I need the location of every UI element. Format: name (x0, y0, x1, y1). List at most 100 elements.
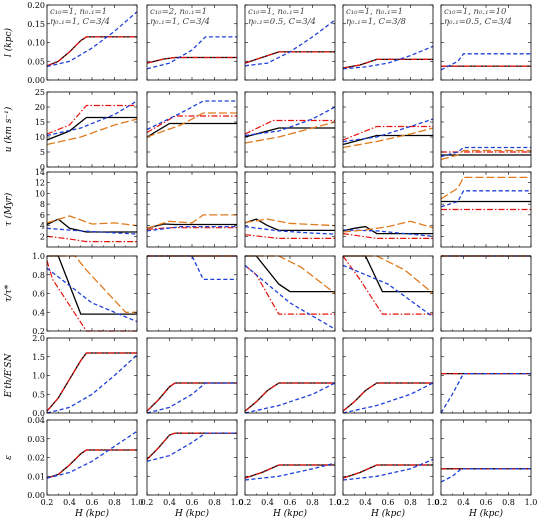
series-line-blue-dashed (244, 462, 336, 481)
series-line-red-dashdot (46, 449, 137, 479)
x-tick-label: 1.0 (329, 498, 342, 507)
series-line-blue-dashed (342, 118, 434, 143)
panel-r0-c2: c₁₀=1, n₀.₁=1η₀.₁=0.5, C=3/4 (244, 4, 336, 81)
panel-r1-c0: 0 5 10 15 20 25 (35, 88, 138, 172)
panel-frame (440, 337, 532, 414)
y-axis-label: u (km s⁻¹) (3, 106, 14, 152)
series-line-blue-dashed (244, 19, 336, 67)
y-tick-label: 10 (35, 189, 45, 198)
y-tick-label: 1.0 (32, 252, 45, 261)
series-line-red-dashdot (342, 255, 433, 315)
series-line-blue-dashed (46, 227, 138, 235)
column-annotation-line1: c₁₀=1, n₀.₁=1 (50, 7, 107, 17)
panel-frame (440, 255, 532, 332)
series-line-orange-longdash (440, 149, 531, 161)
series-line-red-dashdot (342, 464, 433, 479)
y-tick-label: 0.02 (27, 454, 45, 463)
series-line-blue-dashed (440, 190, 531, 208)
y-tick-label: 0.05 (27, 57, 45, 66)
series-line-blue-dashed (146, 432, 237, 462)
series-line-blue-dashed (46, 354, 138, 414)
x-tick-label: 0.8 (306, 498, 319, 507)
x-tick-label: 0.6 (86, 498, 99, 507)
column-annotation-line1: c₁₀=2, n₀.₁=1 (150, 7, 207, 17)
series-line-black-solid (244, 127, 335, 138)
panel-frame (146, 171, 238, 248)
panel-r4-c4 (440, 337, 532, 414)
x-tick-label: 0.8 (404, 498, 417, 507)
panel-frame (342, 255, 434, 332)
panel-frame (46, 171, 138, 248)
series-line-blue-dashed (46, 11, 138, 68)
series-line-orange-longdash (244, 121, 336, 144)
y-tick-label: 0.0 (32, 409, 45, 418)
series-line-orange-longdash (46, 118, 138, 146)
y-tick-label: 0.20 (27, 1, 45, 10)
panel-r3-c1 (146, 255, 238, 332)
series-line-red-dashdot (342, 382, 433, 412)
x-tick-label: 1.0 (427, 498, 440, 507)
series-line-black-solid (244, 218, 335, 232)
x-tick-label: 0.2 (41, 498, 54, 507)
y-tick-label: 0.8 (32, 271, 45, 280)
panel-r0-c0: 0.00 0.05 0.10 0.15 0.20 c₁₀=1, n₀.₁=1η₀.₁=1,… (27, 1, 138, 85)
y-tick-label: 0.00 (27, 491, 45, 500)
y-tick-label: 10 (35, 133, 45, 142)
series-line-blue-dashed (146, 36, 237, 70)
x-tick-label: 0.2 (337, 498, 350, 507)
y-axis-label: τ (Myr) (3, 192, 14, 226)
panel-frame (46, 337, 138, 414)
panel-frame (342, 91, 434, 168)
series-line-black-solid (342, 464, 433, 479)
panel-r1-c2 (244, 91, 336, 168)
y-tick-label: 14 (35, 168, 45, 177)
y-tick-label: 0.15 (27, 20, 45, 29)
panel-frame (244, 91, 336, 168)
series-line-black-solid (46, 218, 137, 233)
panel-frame (440, 419, 532, 496)
x-tick-label: 0.4 (163, 498, 176, 507)
series-line-red-dashdot (342, 233, 433, 239)
series-line-orange-longdash (342, 127, 434, 149)
series-line-blue-dashed (244, 225, 336, 235)
series-line-blue-dashed (147, 255, 237, 281)
series-line-red-dashdot (342, 58, 433, 69)
series-line-black-solid (46, 36, 137, 67)
y-tick-label: 12 (35, 179, 45, 188)
x-tick-label: 0.4 (63, 498, 76, 507)
column-annotation-line1: c₁₀=1, n₀.₁=10 (444, 7, 507, 17)
series-line-red-dashdot (146, 432, 237, 460)
y-tick-label: 0.10 (27, 39, 45, 48)
series-line-blue-dashed (146, 382, 237, 414)
y-tick-label: 0 (40, 163, 45, 172)
x-tick-label: 1.0 (525, 498, 538, 507)
series-line-black-solid (146, 432, 237, 460)
panel-frame (146, 255, 238, 332)
series-line-blue-dashed (440, 372, 531, 414)
series-line-orange-longdash (46, 215, 138, 227)
x-axis-label: H (kpc) (272, 508, 307, 519)
series-line-red-dashdot (46, 104, 137, 135)
series-line-black-solid (244, 382, 335, 412)
column-annotation-line2: η₀.₁=0.5, C=3/4 (248, 17, 316, 27)
y-axis-label: E′th/E′SN (4, 353, 14, 399)
series-line-black-solid (244, 51, 335, 64)
x-tick-label: 0.8 (502, 498, 515, 507)
series-line-blue-dashed (244, 106, 336, 137)
panel-frame (244, 255, 336, 332)
series-line-red-dashdot (146, 382, 237, 412)
panel-r5-c3: 0.2 0.4 0.6 0.8 1.0 H (kpc) (337, 419, 440, 519)
panel-frame (342, 419, 434, 496)
y-tick-label: 4 (40, 222, 45, 231)
series-line-red-dashdot (244, 234, 335, 239)
series-line-black-solid (46, 116, 137, 141)
column-annotation-line2: η₀.₁=1, C=3/4 (50, 17, 110, 27)
series-line-blue-dashed (342, 382, 434, 414)
series-line-black-solid (342, 134, 433, 146)
series-line-blue-dashed (244, 264, 336, 330)
panel-r1-c4 (440, 91, 532, 168)
series-line-red-dashdot (146, 56, 237, 64)
panel-frame (146, 337, 238, 414)
y-axis-label: τ/τ* (4, 284, 14, 302)
